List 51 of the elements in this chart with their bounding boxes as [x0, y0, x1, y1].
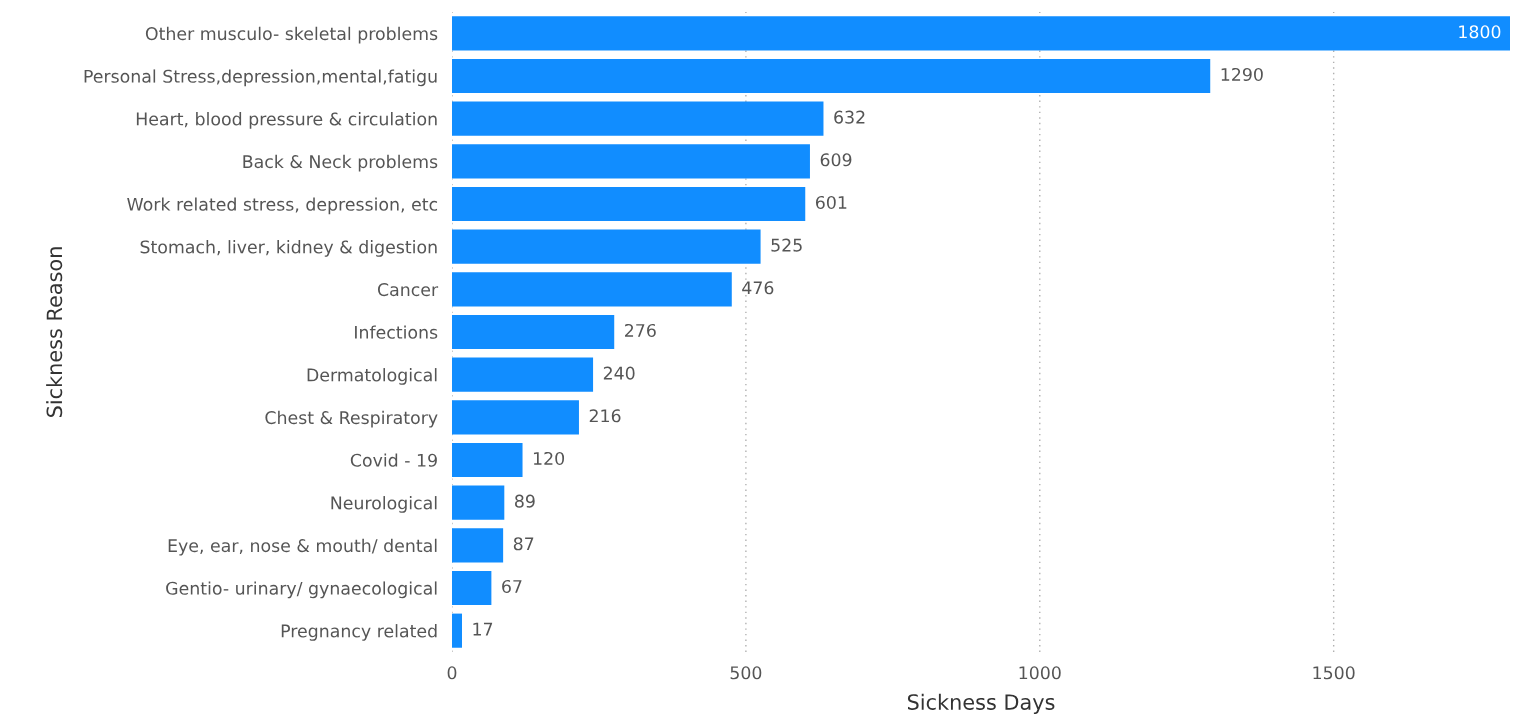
bar: [452, 101, 824, 136]
bar: [452, 144, 810, 179]
data-label: 216: [589, 409, 621, 423]
x-axis-title: Sickness Days: [907, 693, 1055, 714]
data-label: 601: [815, 195, 847, 210]
y-tick-label: Infections: [355, 325, 438, 339]
bar: [452, 485, 505, 520]
bar: [452, 570, 492, 606]
data-label: 120: [533, 451, 565, 466]
y-tick-label: Dermatological: [307, 368, 437, 385]
bar: [452, 272, 732, 307]
y-tick-label: Neurological: [331, 496, 437, 513]
x-tick-label: 0: [447, 666, 457, 680]
bar: [452, 613, 462, 648]
bar: [452, 400, 579, 435]
data-label: 89: [515, 494, 535, 508]
data-label: 1290: [1221, 67, 1263, 82]
y-tick-label: Eye, ear, nose & mouth/ dental: [168, 538, 437, 556]
y-tick-label: Other musculo- skeletal problems: [145, 26, 438, 44]
data-label: 476: [742, 281, 774, 295]
y-tick-label: Stomach, liver, kidney & digestion: [140, 240, 437, 257]
bar: [452, 314, 615, 350]
data-label: 632: [834, 110, 865, 124]
bar: [452, 442, 523, 478]
bar: [452, 58, 1211, 94]
x-tick-label: 1500: [1313, 666, 1355, 680]
x-tick-label: 1000: [1019, 666, 1061, 680]
data-label: 525: [771, 238, 802, 252]
y-tick-label: Covid - 19: [350, 453, 437, 467]
y-tick-label: Cancer: [377, 283, 439, 297]
data-label: 1800: [1459, 25, 1501, 39]
y-axis-title: Sickness Reason: [46, 247, 63, 418]
bar: [452, 357, 594, 392]
x-tick-label: 500: [730, 666, 762, 680]
bar: [452, 16, 1510, 51]
bar: [452, 229, 761, 264]
data-label: 276: [625, 323, 656, 338]
y-tick-label: Work related stress, depression, etc: [127, 197, 438, 215]
data-label: 17: [473, 622, 493, 636]
bar: [452, 186, 806, 222]
data-label: 67: [502, 579, 522, 594]
data-label: 609: [820, 153, 852, 167]
data-label: 240: [603, 366, 635, 380]
y-tick-label: Pregnancy related: [281, 624, 437, 641]
y-tick-label: Back & Neck problems: [243, 154, 438, 172]
y-tick-label: Gentio- urinary/ gynaecological: [166, 581, 437, 599]
y-tick-label: Chest & Respiratory: [265, 410, 438, 428]
bar: [452, 528, 504, 563]
y-tick-label: Personal Stress,depression,mental,fatigu: [84, 69, 437, 87]
data-label: 87: [513, 537, 534, 551]
y-tick-label: Heart, blood pressure & circulation: [136, 112, 437, 129]
